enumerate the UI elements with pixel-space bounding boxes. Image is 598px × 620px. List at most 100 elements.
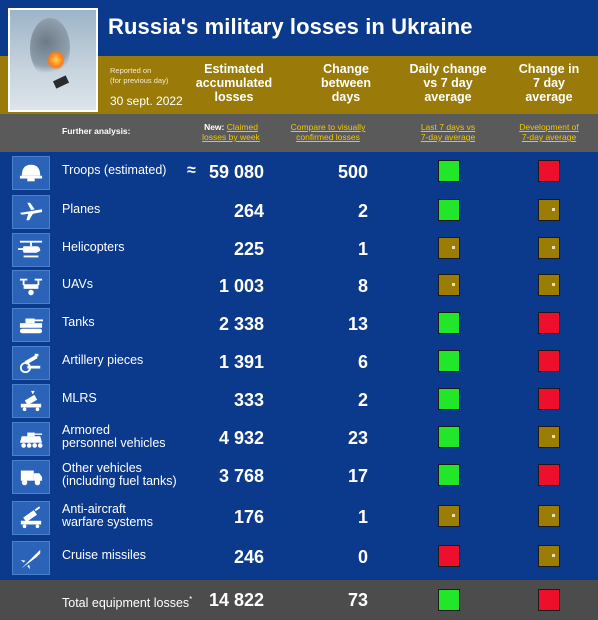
row-daily-indicator	[438, 464, 460, 486]
last-7-days-link[interactable]: Last 7 days vs 7-day average	[404, 122, 492, 142]
anti-aircraft-icon-box	[12, 501, 50, 535]
development-avg-link[interactable]: Development of 7-day average	[506, 122, 592, 142]
helicopter-icon	[18, 240, 43, 258]
new-label: New:	[204, 122, 225, 132]
total-row	[0, 580, 598, 620]
row-change-value: 13	[347, 314, 368, 334]
row-avg-indicator	[538, 274, 560, 296]
header-bar	[0, 0, 598, 56]
row-change-value: 0	[357, 547, 368, 567]
development-avg-link-line2[interactable]: 7-day average	[521, 132, 577, 142]
plane-icon-box	[12, 195, 50, 229]
row-change-value: 6	[357, 352, 368, 372]
col-header-avg-line1: Change in	[518, 62, 580, 76]
row-avg-indicator	[538, 545, 560, 567]
compare-losses-link-line2[interactable]: confirmed losses	[296, 132, 360, 142]
row-accumulated-value: 3 768	[218, 466, 264, 486]
falling-helicopter-shape	[52, 75, 70, 89]
row-accumulated-value: 246	[233, 547, 264, 567]
apc-icon-box	[12, 422, 50, 456]
row-avg-indicator	[538, 464, 560, 486]
row-accumulated-value: 333	[233, 390, 264, 410]
claimed-losses-link-line2[interactable]: losses by week	[202, 132, 260, 142]
row-daily-indicator	[438, 199, 460, 221]
truck-icon	[20, 470, 43, 486]
row-avg-indicator	[538, 199, 560, 221]
total-change: 73	[347, 590, 368, 610]
col-header-avg: Change in 7 day average	[506, 62, 592, 104]
row-label: Anti-aircraft warfare systems	[62, 503, 153, 529]
col-header-accumulated-line1: Estimated	[204, 62, 264, 76]
row-label: Troops (estimated)	[62, 163, 167, 177]
last-7-days-link-line1[interactable]: Last 7 days vs	[420, 122, 476, 132]
col-header-accumulated-line2: accumulated	[195, 76, 273, 90]
missile-icon	[20, 549, 41, 570]
row-label: Other vehicles (including fuel tanks)	[62, 462, 177, 488]
last-7-days-link-line2[interactable]: 7-day average	[420, 132, 476, 142]
tank-icon-box	[12, 308, 50, 342]
plane-icon	[19, 202, 43, 221]
artillery-icon	[19, 353, 41, 374]
further-analysis-band	[0, 114, 598, 152]
row-avg-indicator	[538, 160, 560, 182]
row-daily-indicator	[438, 426, 460, 448]
col-header-change-line3: days	[331, 90, 361, 104]
row-label-line1: Armored	[62, 423, 110, 437]
apc-icon	[19, 432, 43, 448]
col-header-daily-line1: Daily change	[409, 62, 487, 76]
helicopter-icon-box	[12, 233, 50, 267]
total-label-text: Total equipment losses	[62, 596, 190, 611]
reported-on-label: Reported on	[110, 66, 152, 75]
helmet-icon	[19, 164, 43, 182]
row-accumulated-value: 2 338	[218, 314, 264, 334]
total-value: 14 822	[208, 590, 264, 610]
row-label: Planes	[62, 202, 101, 216]
claimed-losses-link-line1[interactable]: Claimed	[226, 122, 258, 132]
missile-icon-box	[12, 541, 50, 575]
row-label-line1: Other vehicles	[62, 461, 142, 475]
row-label: Helicopters	[62, 240, 125, 254]
row-change-value: 8	[357, 276, 368, 296]
development-avg-link-line1[interactable]: Development of	[519, 122, 579, 132]
row-label-line2: warfare systems	[62, 515, 153, 529]
row-daily-indicator	[438, 350, 460, 372]
artillery-icon-box	[12, 346, 50, 380]
row-change-value: 23	[347, 428, 368, 448]
row-label-line2: personnel vehicles	[62, 436, 166, 450]
drone-icon-box	[12, 270, 50, 304]
total-avg-indicator	[538, 589, 560, 611]
row-avg-indicator	[538, 237, 560, 259]
row-change-value: 17	[347, 466, 368, 486]
truck-icon-box	[12, 460, 50, 494]
row-change-value: 2	[357, 390, 368, 410]
compare-losses-link-line1[interactable]: Compare to visually	[290, 122, 366, 132]
row-change-value: 500	[337, 162, 368, 182]
row-accumulated-value: 176	[233, 507, 264, 527]
report-date: 30 sept. 2022	[110, 94, 183, 108]
row-accumulated-value: 225	[233, 239, 264, 259]
mlrs-icon-box	[12, 384, 50, 418]
col-header-accumulated: Estimated accumulated losses	[186, 62, 282, 104]
row-label: Armored personnel vehicles	[62, 424, 166, 450]
col-header-change: Change between days	[300, 62, 392, 104]
row-change-value: 1	[357, 239, 368, 259]
compare-losses-link[interactable]: Compare to visually confirmed losses	[278, 122, 378, 142]
claimed-losses-link[interactable]: New: Claimed losses by week	[186, 122, 276, 142]
row-avg-indicator	[538, 505, 560, 527]
mlrs-icon	[20, 390, 42, 412]
row-daily-indicator	[438, 545, 460, 567]
col-header-change-line2: between	[320, 76, 371, 90]
row-accumulated-value: 59 080	[208, 162, 264, 182]
total-label: Total equipment losses*	[62, 593, 192, 610]
page-title: Russia's military losses in Ukraine	[108, 14, 473, 39]
row-accumulated-value: 1 391	[218, 352, 264, 372]
row-label: Artillery pieces	[62, 353, 144, 367]
tank-icon	[19, 318, 43, 334]
column-header-band	[0, 56, 598, 114]
col-header-change-line1: Change	[323, 62, 369, 76]
total-asterisk: *	[189, 595, 193, 604]
row-daily-indicator	[438, 274, 460, 296]
row-avg-indicator	[538, 350, 560, 372]
row-accumulated-value: 4 932	[218, 428, 264, 448]
